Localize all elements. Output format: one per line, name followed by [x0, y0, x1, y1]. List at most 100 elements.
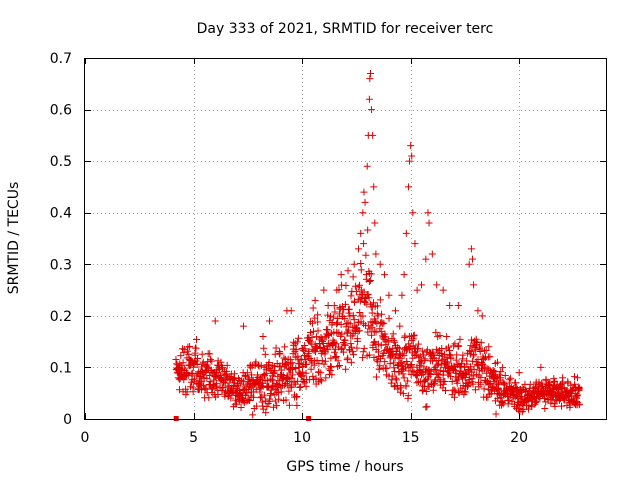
- data-point: [301, 345, 309, 353]
- data-point: [451, 387, 459, 395]
- data-point: [303, 360, 311, 368]
- data-point: [492, 374, 500, 382]
- data-point: [349, 311, 357, 319]
- data-point: [425, 219, 433, 227]
- data-point: [324, 345, 332, 353]
- data-point: [477, 380, 485, 388]
- data-point: [290, 341, 298, 349]
- data-point: [369, 299, 377, 307]
- data-point: [334, 315, 342, 323]
- data-point: [179, 345, 187, 353]
- data-point: [307, 329, 315, 337]
- data-point: [355, 245, 363, 253]
- data-point: [282, 396, 290, 404]
- y-tick-label: 0: [63, 412, 72, 428]
- data-point: [395, 345, 403, 353]
- data-point: [269, 377, 277, 385]
- y-tick-label: 0.5: [50, 154, 72, 170]
- data-point: [556, 395, 564, 403]
- data-point: [454, 342, 462, 350]
- data-point: [335, 362, 343, 370]
- data-point: [391, 338, 399, 346]
- data-point: [342, 281, 350, 289]
- data-point: [245, 375, 253, 383]
- data-point: [324, 302, 332, 310]
- data-point: [414, 340, 422, 348]
- data-point: [409, 209, 417, 217]
- data-point: [199, 358, 207, 366]
- data-point: [366, 69, 374, 77]
- data-point: [415, 354, 423, 362]
- data-point: [353, 344, 361, 352]
- data-point: [538, 379, 546, 387]
- data-point: [337, 271, 345, 279]
- data-point: [471, 386, 479, 394]
- data-point: [416, 352, 424, 360]
- data-gap-marker: [173, 416, 179, 421]
- data-point: [344, 354, 352, 362]
- data-point: [276, 349, 284, 357]
- data-point: [333, 329, 341, 337]
- data-point: [446, 346, 454, 354]
- y-tick-label: 0.4: [50, 206, 72, 222]
- data-point: [359, 348, 367, 356]
- data-point: [285, 387, 293, 395]
- y-tick-label: 0.3: [50, 257, 72, 273]
- data-point: [351, 282, 359, 290]
- data-point: [341, 315, 349, 323]
- data-point: [423, 403, 431, 411]
- data-point: [451, 393, 459, 401]
- data-point: [372, 250, 380, 258]
- data-point: [303, 353, 311, 361]
- y-tick-labels: 0 0.1 0.2 0.3 0.4 0.5 0.6 0.7: [50, 51, 72, 428]
- data-point: [512, 379, 520, 387]
- data-point: [392, 374, 400, 382]
- data-point: [455, 388, 463, 396]
- data-point: [478, 312, 486, 320]
- data-point: [480, 385, 488, 393]
- scatter-points: [172, 69, 584, 419]
- data-point: [364, 226, 372, 234]
- data-point: [485, 365, 493, 373]
- data-point: [327, 312, 335, 320]
- data-point: [350, 316, 358, 324]
- data-point: [370, 327, 378, 335]
- data-point: [493, 358, 501, 366]
- data-point: [374, 312, 382, 320]
- data-point: [335, 329, 343, 337]
- grid: [85, 58, 606, 419]
- data-point: [238, 376, 246, 384]
- data-point: [259, 405, 267, 413]
- data-point: [320, 346, 328, 354]
- data-point: [275, 395, 283, 403]
- data-point: [411, 240, 419, 248]
- data-point: [355, 327, 363, 335]
- data-point: [223, 361, 231, 369]
- data-point: [473, 338, 481, 346]
- data-point: [237, 404, 245, 412]
- data-point: [186, 342, 194, 350]
- data-point: [308, 333, 316, 341]
- data-point: [537, 363, 545, 371]
- data-point: [365, 278, 373, 286]
- data-point: [305, 348, 313, 356]
- y-tick-label: 0.1: [50, 360, 72, 376]
- data-point: [412, 372, 420, 380]
- data-point: [560, 384, 568, 392]
- data-point: [404, 183, 412, 191]
- data-point: [422, 387, 430, 395]
- data-point: [436, 332, 444, 340]
- data-point: [368, 323, 376, 331]
- data-point: [575, 384, 583, 392]
- data-point: [385, 314, 393, 322]
- data-point: [206, 350, 214, 358]
- data-point: [477, 374, 485, 382]
- data-point: [436, 366, 444, 374]
- data-point: [333, 286, 341, 294]
- data-point: [454, 302, 462, 310]
- data-point: [287, 360, 295, 368]
- data-point: [394, 343, 402, 351]
- data-point: [350, 351, 358, 359]
- data-point: [350, 260, 358, 268]
- data-point: [357, 229, 365, 237]
